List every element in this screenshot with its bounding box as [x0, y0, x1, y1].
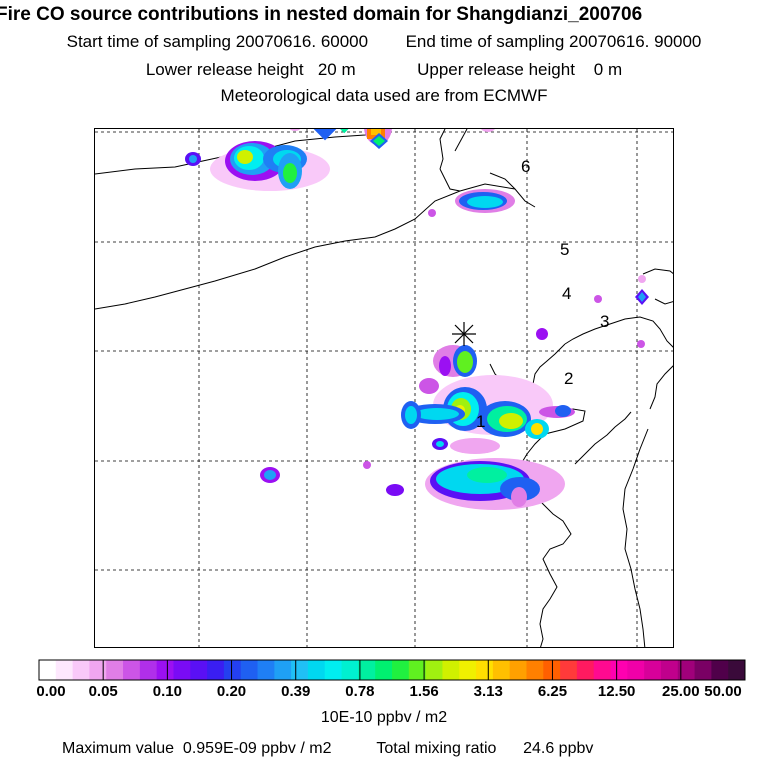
colorbar-swatch: [139, 660, 158, 680]
colorbar-swatch: [694, 660, 712, 680]
release-height-line: Lower release height 20 m Upper release …: [0, 60, 768, 80]
colorbar-swatch: [106, 660, 124, 680]
colorbar-tick-label: 50.00: [704, 683, 742, 700]
colorbar-swatch: [190, 660, 208, 680]
city-label: 4: [562, 284, 571, 303]
colorbar-swatch: [72, 660, 90, 680]
colorbar-swatch: [576, 660, 595, 680]
colorbar-swatch: [123, 660, 141, 680]
colorbar-swatch: [476, 660, 494, 680]
colorbar-swatch: [711, 660, 729, 680]
city-label: 6: [521, 157, 530, 176]
colorbar-swatch: [677, 660, 696, 680]
sampling-times-line: Start time of sampling 20070616. 60000 E…: [0, 32, 768, 52]
map-canvas: 1 2 3 4 5 6: [95, 129, 673, 647]
colorbar-swatch: [223, 660, 242, 680]
chart-title: Fire CO source contributions in nested d…: [0, 4, 643, 25]
colorbar-tick-label: 3.13: [473, 683, 503, 700]
lat-lon-grid: [95, 129, 673, 647]
colorbar-tick-label: 0.10: [152, 683, 182, 700]
lower-release-label: Lower release height 20 m: [145, 60, 356, 79]
colorbar-tick-label: 0.78: [345, 683, 375, 700]
city-label: 1: [476, 412, 485, 431]
colorbar-swatch: [492, 660, 511, 680]
colorbar-swatch: [324, 660, 343, 680]
total-mixing-ratio-label: Total mixing ratio 24.6 ppbv: [376, 740, 594, 757]
colorbar-tick-label: 0.20: [216, 683, 247, 700]
colorbar-tick-label: 25.00: [662, 683, 700, 700]
colorbar-swatch: [341, 660, 359, 680]
max-value-label: Maximum value 0.959E-09 ppbv / m2: [62, 740, 332, 757]
colorbar-swatch: [728, 660, 746, 680]
fire-co-plumes: [185, 129, 649, 510]
city-labels: 1 2 3 4 5 6: [476, 157, 609, 431]
footer-stats: Maximum value 0.959E-09 ppbv / m2 Total …: [62, 740, 593, 758]
colorbar-swatch: [207, 660, 225, 680]
city-label: 5: [560, 240, 569, 259]
colorbar-border: [38, 659, 746, 681]
city-label: 3: [600, 312, 609, 331]
colorbar-swatch: [593, 660, 612, 680]
colorbar: [38, 659, 746, 681]
colorbar-swatch: [459, 660, 477, 680]
colorbar-swatch: [610, 660, 628, 680]
colorbar-tick-label: 1.56: [409, 683, 439, 700]
colorbar-swatch: [274, 660, 292, 680]
colorbar-swatch: [257, 660, 275, 680]
colorbar-swatch: [156, 660, 174, 680]
start-time-label: Start time of sampling 20070616. 60000: [66, 32, 369, 51]
upper-release-label: Upper release height 0 m: [417, 60, 623, 79]
colorbar-swatch: [240, 660, 259, 680]
end-time-label: End time of sampling 20070616. 90000: [405, 32, 702, 51]
colorbar-swatch: [408, 660, 427, 680]
colorbar-swatch: [89, 660, 107, 680]
colorbar-tick-label: 0.00: [36, 683, 66, 700]
colorbar-swatch: [375, 660, 393, 680]
city-label: 2: [564, 369, 573, 388]
colorbar-swatch: [55, 660, 74, 680]
site-marker-asterisk: [452, 322, 476, 346]
colorbar-swatch: [39, 660, 57, 680]
colorbar-swatch: [526, 660, 544, 680]
colorbar-swatch: [509, 660, 527, 680]
colorbar-swatch: [307, 660, 326, 680]
colorbar-tick-label: 0.39: [281, 683, 311, 700]
colorbar-swatch: [627, 660, 645, 680]
colorbar-swatch: [660, 660, 679, 680]
colorbar-swatch: [173, 660, 191, 680]
colorbar-swatch: [425, 660, 443, 680]
colorbar-swatch: [543, 660, 561, 680]
colorbar-tick-label: 12.50: [597, 683, 636, 700]
colorbar-swatch: [392, 660, 410, 680]
map-panel: 1 2 3 4 5 6: [94, 128, 674, 648]
colorbar-swatch: [560, 660, 578, 680]
met-data-label: Meteorological data used are from ECMWF: [220, 86, 548, 105]
colorbar-swatch: [291, 660, 309, 680]
colorbar-swatch: [358, 660, 376, 680]
colorbar-units: 10E-10 ppbv / m2: [320, 709, 448, 726]
colorbar-swatch: [644, 660, 662, 680]
colorbar-swatch: [442, 660, 460, 680]
colorbar-tick-label: 0.05: [88, 683, 118, 700]
colorbar-tick-label: 6.25: [537, 683, 568, 700]
